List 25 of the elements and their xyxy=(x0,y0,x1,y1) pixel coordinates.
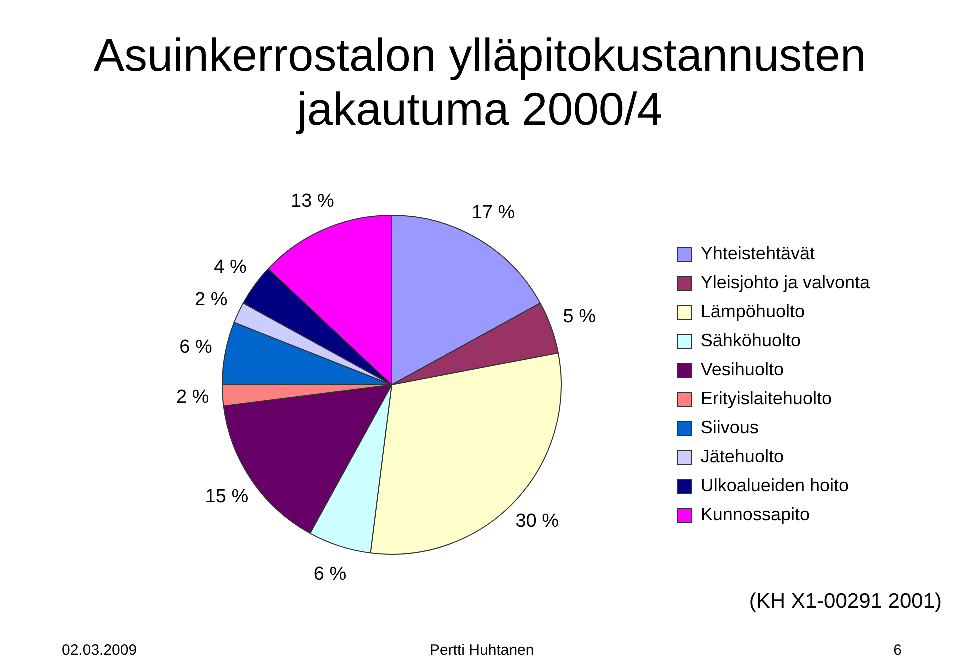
legend-label: Vesihuolto xyxy=(700,359,784,380)
legend-label: Yhteistehtävät xyxy=(700,243,815,264)
data-label: 13 % xyxy=(291,191,334,212)
chart-title: Asuinkerrostalon ylläpitokustannusten jakautuma 2000/4 xyxy=(92,28,868,136)
data-label: 5 % xyxy=(563,306,596,328)
legend-label: Sähköhuolto xyxy=(700,330,801,350)
data-label: 2 % xyxy=(176,386,210,408)
data-label: 2 % xyxy=(195,289,228,310)
text: Pertti Huhtanen xyxy=(430,642,534,659)
legend-label: Ulkoalueiden hoito xyxy=(700,475,850,496)
text: (KH X1-00291 2001) xyxy=(749,590,942,614)
legend-label: Jätehuolto xyxy=(700,446,784,466)
data-label: 4 % xyxy=(214,256,248,278)
legend-label: Kunnossapito xyxy=(700,504,810,524)
data-label: 15 % xyxy=(205,486,249,508)
data-label: 6 % xyxy=(180,336,212,358)
data-label: 6 % xyxy=(314,564,347,585)
data-label: 30 % xyxy=(516,510,560,532)
text: 02.03.2009 xyxy=(62,642,138,659)
data-label: 17 % xyxy=(472,202,516,224)
legend-label: Yleisjohto ja valvonta xyxy=(700,272,871,292)
text: 6 xyxy=(894,642,902,659)
legend-label: Siivous xyxy=(700,417,759,438)
legend-label: Erityislaitehuolto xyxy=(700,388,832,408)
legend-label: Lämpöhuolto xyxy=(700,301,805,322)
